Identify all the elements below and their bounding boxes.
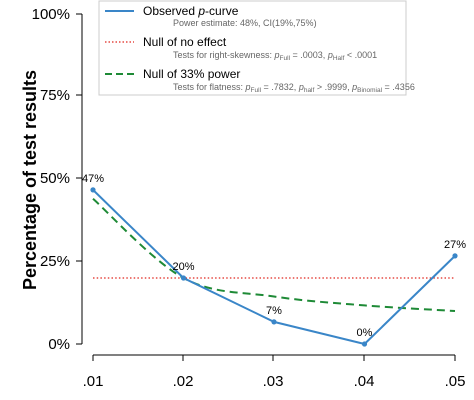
legend-sub-null-33-power-4: p — [298, 82, 304, 92]
x-axis-tick-labels: .01 .02 .03 .04 .05 — [83, 373, 466, 390]
y-tick-label-3: 75% — [40, 87, 70, 104]
legend-sub-null-33-power-9: = .4356 — [382, 82, 415, 92]
x-tick-label-0: .01 — [83, 373, 104, 390]
legend-label-observed-suffix: -curve — [205, 4, 239, 18]
observed-point-0 — [90, 187, 96, 193]
legend-label-null-no-effect: Null of no effect — [143, 35, 227, 49]
data-label-2: 7% — [266, 305, 282, 317]
y-axis-ticks — [76, 13, 82, 345]
legend-sub-null-no-effect: Tests for right-skewness: pFull = .0003,… — [173, 50, 377, 62]
legend-sub-null-no-effect-6: < .0001 — [344, 50, 377, 60]
y-tick-label-0: 0% — [48, 336, 70, 353]
legend-sub-null-33-power-8: Binomial — [357, 87, 382, 94]
legend-sub-null-no-effect-2: Full — [280, 55, 291, 62]
x-tick-label-1: .02 — [173, 373, 194, 390]
x-tick-label-4: .05 — [445, 373, 466, 390]
y-axis-title: Percentage of test results — [20, 70, 40, 290]
legend-sub-null-33-power-2: Full — [251, 87, 262, 94]
legend-sub-null-33-power-7: p — [351, 82, 357, 92]
data-labels-layer: 47% 20% 7% 0% 27% — [82, 173, 466, 339]
data-label-0: 47% — [82, 173, 104, 185]
y-axis-tick-labels: 0% 25% 50% 75% 100% — [32, 6, 70, 353]
legend-sub-null-33-power-5: half — [304, 87, 315, 94]
data-label-3: 0% — [357, 327, 373, 339]
series-line-null-33-power — [92, 198, 456, 312]
legend-label-observed: Observed p-curve — [143, 4, 239, 18]
legend-sub-null-33-power-1: p — [245, 82, 251, 92]
legend-sub-null-33-power-6: > .9999, — [314, 82, 352, 92]
legend-label-observed-p: p — [197, 4, 205, 18]
observed-point-1 — [180, 275, 187, 281]
y-tick-label-2: 50% — [40, 170, 70, 187]
legend: Observed p-curve Power estimate: 48%, CI… — [98, 0, 415, 96]
legend-sub-null-no-effect-1: p — [274, 50, 280, 60]
legend-label-observed-prefix: Observed — [143, 4, 198, 18]
data-label-1: 20% — [172, 261, 194, 273]
legend-sub-null-no-effect-0: Tests for right-skewness: — [173, 50, 275, 60]
observed-point-4 — [452, 253, 458, 259]
legend-sub-null-33-power: Tests for flatness: pFull = .7832, phalf… — [173, 82, 415, 94]
legend-sub-null-33-power-0: Tests for flatness: — [173, 82, 246, 92]
legend-sub-null-no-effect-4: p — [327, 50, 333, 60]
x-tick-label-2: .03 — [263, 373, 284, 390]
legend-label-null-33-power: Null of 33% power — [143, 67, 240, 81]
legend-sub-observed: Power estimate: 48%, CI(19%,75%) — [173, 18, 317, 28]
x-axis-ticks — [92, 355, 456, 361]
y-tick-label-4: 100% — [32, 6, 70, 23]
x-tick-label-3: .04 — [354, 373, 375, 390]
legend-box — [98, 0, 407, 96]
observed-point-3 — [361, 341, 368, 347]
legend-sub-null-33-power-3: = .7832, — [261, 82, 299, 92]
legend-sub-null-no-effect-5: Half — [333, 55, 345, 62]
series-layer — [90, 187, 458, 347]
data-label-4: 27% — [444, 239, 466, 251]
observed-point-2 — [271, 319, 277, 325]
y-tick-label-1: 25% — [40, 253, 70, 270]
legend-sub-null-no-effect-3: = .0003, — [290, 50, 328, 60]
